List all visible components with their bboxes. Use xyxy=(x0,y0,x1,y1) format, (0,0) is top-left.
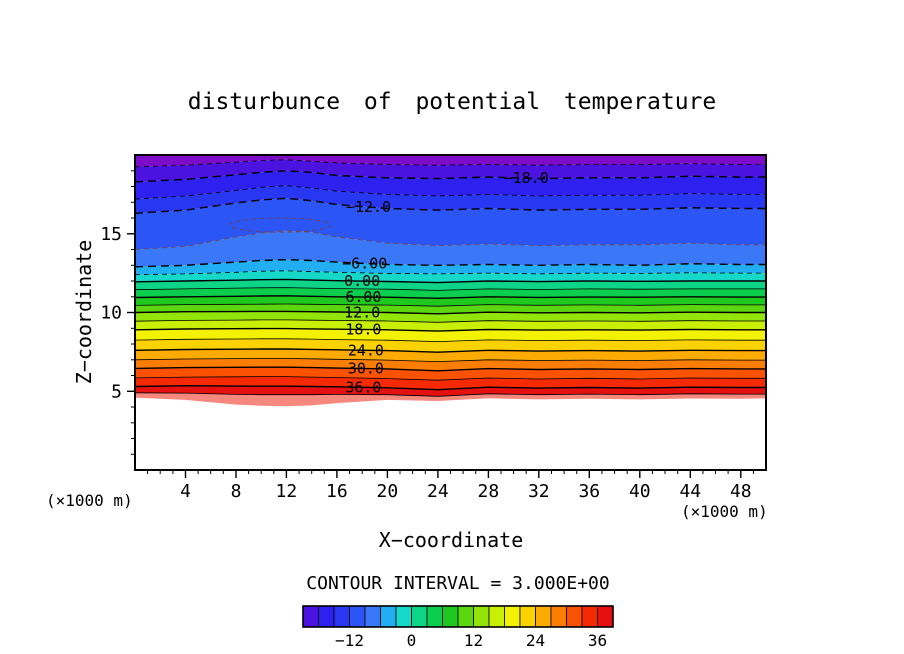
colorbar-tick-label: 0 xyxy=(407,631,417,650)
contour-label: 36.0 xyxy=(345,378,381,396)
contour-line xyxy=(135,170,766,183)
x-tick-label: 16 xyxy=(326,481,348,502)
colorbar-cell xyxy=(364,605,381,628)
contour-line xyxy=(135,310,766,315)
contour-label: 30.0 xyxy=(348,360,384,378)
x-tick-label: 40 xyxy=(629,481,651,502)
contour-line xyxy=(135,287,766,291)
colorbar-cell xyxy=(426,605,443,628)
contour-label: 0.00 xyxy=(344,272,380,290)
x-tick-label: 24 xyxy=(427,481,449,502)
x-tick-label: 48 xyxy=(730,481,752,502)
contour-band xyxy=(135,376,766,390)
colorbar-cell xyxy=(380,605,397,628)
x-tick-label: 36 xyxy=(578,481,600,502)
contour-band xyxy=(135,270,766,283)
x-tick-label: 32 xyxy=(528,481,550,502)
x-tick-label: 8 xyxy=(231,481,242,502)
y-tick-label: 10 xyxy=(100,303,122,324)
x-axis-units-label: (×1000 m) xyxy=(681,502,768,521)
colorbar-cell xyxy=(457,605,474,628)
contour-label: −6.00 xyxy=(342,254,387,272)
colorbar-cell xyxy=(504,605,521,628)
colorbar-border xyxy=(302,605,614,628)
y-axis-units-label: (×1000 m) xyxy=(46,491,133,510)
contour-band xyxy=(135,311,766,323)
x-tick-label: 44 xyxy=(679,481,701,502)
contour-line xyxy=(135,384,766,391)
colorbar-cell xyxy=(333,605,350,628)
colorbar-cell xyxy=(581,605,598,628)
contour-line xyxy=(135,278,766,284)
contour-line xyxy=(135,303,766,307)
colorbar-cell xyxy=(349,605,366,628)
colorbar-cell xyxy=(519,605,536,628)
colorbar-cell xyxy=(535,605,552,628)
contour-band xyxy=(135,198,766,250)
contour-label: 12.0 xyxy=(344,303,380,321)
colorbar-cell xyxy=(473,605,490,628)
contour-band xyxy=(135,367,766,381)
colorbar-cell xyxy=(411,605,428,628)
contour-line xyxy=(135,197,766,214)
contour-line xyxy=(135,230,766,250)
contour-band xyxy=(135,295,766,307)
y-axis-label: Z−coordinate xyxy=(72,239,96,385)
x-tick-label: 12 xyxy=(276,481,298,502)
contour-line xyxy=(135,348,766,353)
contour-line xyxy=(135,185,766,200)
colorbar-tick-label: 24 xyxy=(526,631,545,650)
x-axis-label: X−coordinate xyxy=(378,528,524,552)
colorbar-tick-label: 12 xyxy=(464,631,483,650)
colorbar-cell xyxy=(395,605,412,628)
y-tick-label: 15 xyxy=(100,224,122,245)
contour-line xyxy=(135,258,766,268)
x-tick-label: 20 xyxy=(377,481,399,502)
contour-band xyxy=(135,392,766,407)
colorbar-cell xyxy=(442,605,459,628)
contour-line xyxy=(135,376,766,381)
contour-field xyxy=(135,155,766,407)
contour-label: 18.0 xyxy=(345,321,381,339)
colorbar-cell xyxy=(318,605,335,628)
colorbar-tick-label: 36 xyxy=(588,631,607,650)
contour-label: −18.0 xyxy=(504,169,549,187)
y-tick-label: 5 xyxy=(111,381,122,402)
colorbar-cell xyxy=(302,605,319,628)
colorbar-cell xyxy=(597,605,614,628)
closed-contour-line xyxy=(229,217,332,233)
contour-band xyxy=(135,358,766,371)
colorbar-cell xyxy=(488,605,505,628)
chart-title: disturbunce of potential temperature xyxy=(187,89,717,115)
contour-line xyxy=(135,366,766,372)
contour-line xyxy=(135,358,766,363)
contour-line xyxy=(135,327,766,332)
contour-line xyxy=(135,338,766,343)
contour-line xyxy=(135,319,766,323)
contour-interval-text: CONTOUR INTERVAL = 3.000E+00 xyxy=(306,573,610,594)
contour-band xyxy=(135,328,766,342)
colorbar-cell xyxy=(566,605,583,628)
contour-label: 6.00 xyxy=(345,288,381,306)
contour-label: −12.0 xyxy=(346,198,391,216)
contour-line xyxy=(135,392,766,397)
contour-band xyxy=(135,159,766,182)
x-tick-label: 28 xyxy=(478,481,500,502)
contour-band xyxy=(135,230,766,267)
contour-label: 24.0 xyxy=(348,341,384,359)
x-tick-label: 4 xyxy=(180,481,191,502)
contour-band xyxy=(135,155,766,167)
contour-band xyxy=(135,185,766,214)
colorbar-cell xyxy=(550,605,567,628)
colorbar-tick-label: −12 xyxy=(335,631,364,650)
contour-line xyxy=(135,295,766,300)
